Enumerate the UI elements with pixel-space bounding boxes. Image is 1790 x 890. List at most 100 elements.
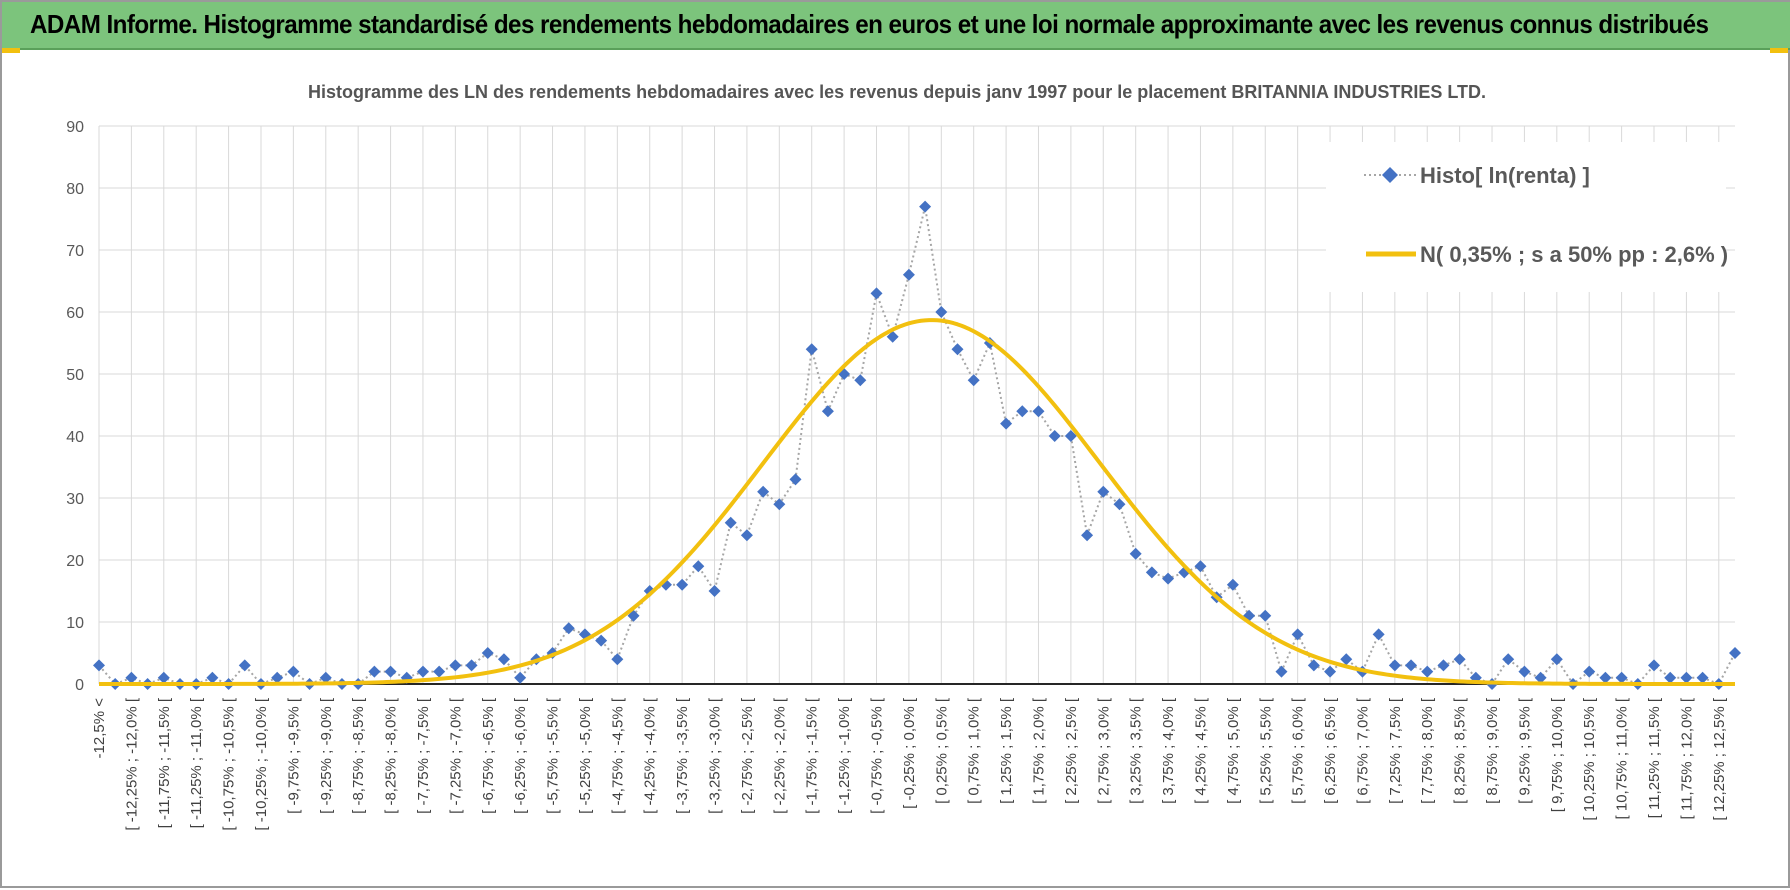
x-tick-label: [ -7,75% ; -7,5% [ [415, 697, 432, 814]
x-tick-label: [ 5,75% ; 6,0% [ [1290, 697, 1307, 804]
y-tick-label: 20 [66, 553, 84, 570]
report-title: ADAM Informe. Histogramme standardisé de… [30, 9, 1709, 39]
report-banner: ADAM Informe. Histogramme standardisé de… [2, 2, 1790, 50]
histogram-point [1162, 572, 1175, 585]
x-tick-label: [ -0,25% ; 0,0% [ [901, 697, 918, 809]
y-tick-label: 90 [66, 119, 84, 136]
histogram-point [1615, 671, 1628, 684]
x-tick-label: [ 11,25% ; 11,5% [ [1646, 697, 1663, 818]
histogram-point [1194, 560, 1207, 573]
x-tick-label: [ -1,75% ; -1,5% [ [804, 697, 821, 814]
histogram-point [1016, 405, 1029, 418]
banner-accent-right [1770, 48, 1788, 53]
histogram-point [368, 665, 381, 678]
histogram-point [902, 268, 915, 281]
x-tick-label: -12,5% < [91, 698, 108, 759]
legend: Histo[ ln(renta) ] N( 0,35% ; s a 50% pp… [1326, 142, 1728, 292]
x-tick-label: [ -5,25% ; -5,0% [ [577, 697, 594, 814]
x-tick-label: [ 2,75% ; 3,0% [ [1095, 697, 1112, 804]
x-tick-label: [ -9,75% ; -9,5% [ [285, 697, 302, 814]
histogram-point [1518, 665, 1531, 678]
x-tick-label: [ 9,75% ; 10,0% [ [1549, 697, 1566, 812]
x-tick-label: [ -4,75% ; -4,5% [ [609, 697, 626, 814]
x-tick-label: [ 9,25% ; 9,5% [ [1516, 697, 1533, 804]
histogram-point [465, 659, 478, 672]
x-tick-label: [ 3,75% ; 4,0% [ [1160, 697, 1177, 804]
banner-accent-left [2, 48, 20, 53]
x-axis-ticks: -12,5% < [ -12,25% ; -12,0% [ [ -11,75% ; … [91, 697, 1728, 830]
histogram-point [821, 405, 834, 418]
histogram-point [611, 653, 624, 666]
histogram-point [125, 671, 138, 684]
x-tick-label: [ 1,75% ; 2,0% [ [1030, 697, 1047, 804]
x-tick-label: [ -10,75% ; -10,5% [ [221, 697, 238, 830]
histogram-point [384, 665, 397, 678]
legend-normal-label: N( 0,35% ; s a 50% pp : 2,6% ) [1420, 242, 1728, 267]
histogram-point [1097, 485, 1110, 498]
histogram-point [967, 374, 980, 387]
y-tick-label: 40 [66, 429, 84, 446]
histogram-point [1664, 671, 1677, 684]
histogram-point [1291, 628, 1304, 641]
histogram-point [1680, 671, 1693, 684]
legend-histo-marker-swatch [1382, 167, 1398, 183]
histogram-point [93, 659, 105, 672]
normal-curve-series-line [99, 318, 1735, 686]
x-tick-label: [ 6,75% ; 7,0% [ [1354, 697, 1371, 804]
histogram-point [1275, 665, 1288, 678]
histogram-point [1064, 430, 1077, 442]
x-tick-label: [ 0,75% ; 1,0% [ [966, 697, 983, 804]
histogram-point [757, 485, 770, 498]
x-tick-label: [ 11,75% ; 12,0% [ [1678, 697, 1695, 819]
histogram-point [1648, 659, 1661, 672]
x-tick-label: [ 0,25% ; 0,5% [ [933, 697, 950, 804]
x-tick-label: [ -12,25% ; -12,0% [ [123, 697, 140, 830]
x-tick-label: [ -3,75% ; -3,5% [ [674, 697, 691, 814]
histogram-point [919, 200, 932, 213]
histogram-point [1048, 430, 1061, 442]
histogram-point [433, 665, 446, 678]
x-tick-label: [ -7,25% ; -7,0% [ [447, 697, 464, 814]
histogram-point [1226, 578, 1239, 591]
x-tick-label: [ -4,25% ; -4,0% [ [642, 697, 659, 814]
histogram-point [1405, 659, 1418, 672]
x-tick-label: [ 7,75% ; 8,0% [ [1419, 697, 1436, 804]
x-tick-label: [ -2,25% ; -2,0% [ [771, 697, 788, 814]
histogram-point [1421, 665, 1434, 678]
histogram-point [805, 343, 818, 356]
x-tick-label: [ -11,25% ; -11,0% [ [188, 697, 205, 828]
x-tick-label: [ 12,25% ; 12,5% [ [1711, 697, 1728, 820]
y-tick-label: 60 [66, 305, 84, 322]
histogram-point [319, 671, 332, 684]
x-tick-label: [ -11,75% ; -11,5% [ [156, 697, 173, 828]
x-tick-label: [ 5,25% ; 5,5% [ [1257, 697, 1274, 804]
x-tick-label: [ -1,25% ; -1,0% [ [836, 697, 853, 814]
histogram-point [1583, 665, 1596, 678]
x-tick-label: [ 7,25% ; 7,5% [ [1387, 697, 1404, 804]
histogram-point [157, 671, 170, 684]
legend-background [1326, 142, 1726, 292]
histogram-point [1129, 547, 1142, 560]
x-tick-label: [ 4,75% ; 5,0% [ [1225, 697, 1242, 804]
histogram-point [854, 374, 867, 387]
histogram-point [271, 671, 284, 684]
x-tick-label: [ 4,25% ; 4,5% [ [1192, 697, 1209, 804]
chart-title: Histogramme des LN des rendements hebdom… [308, 82, 1486, 102]
x-tick-label: [ 3,25% ; 3,5% [ [1128, 697, 1145, 804]
histogram-point [416, 665, 429, 678]
x-tick-label: [ 6,25% ; 6,5% [ [1322, 697, 1339, 804]
x-tick-label: [ -5,75% ; -5,5% [ [545, 697, 562, 814]
histogram-point [1599, 671, 1612, 684]
x-tick-label: [ -6,25% ; -6,0% [ [512, 697, 529, 814]
y-tick-label: 0 [75, 677, 84, 694]
x-tick-label: [ 8,25% ; 8,5% [ [1452, 697, 1469, 804]
histogram-point [724, 516, 737, 529]
histogram-point [1340, 653, 1353, 666]
histogram-point [1145, 566, 1158, 579]
y-tick-label: 30 [66, 491, 84, 508]
histogram-point [773, 498, 786, 511]
legend-histo-label: Histo[ ln(renta) ] [1420, 163, 1590, 188]
histogram-point [449, 659, 462, 672]
